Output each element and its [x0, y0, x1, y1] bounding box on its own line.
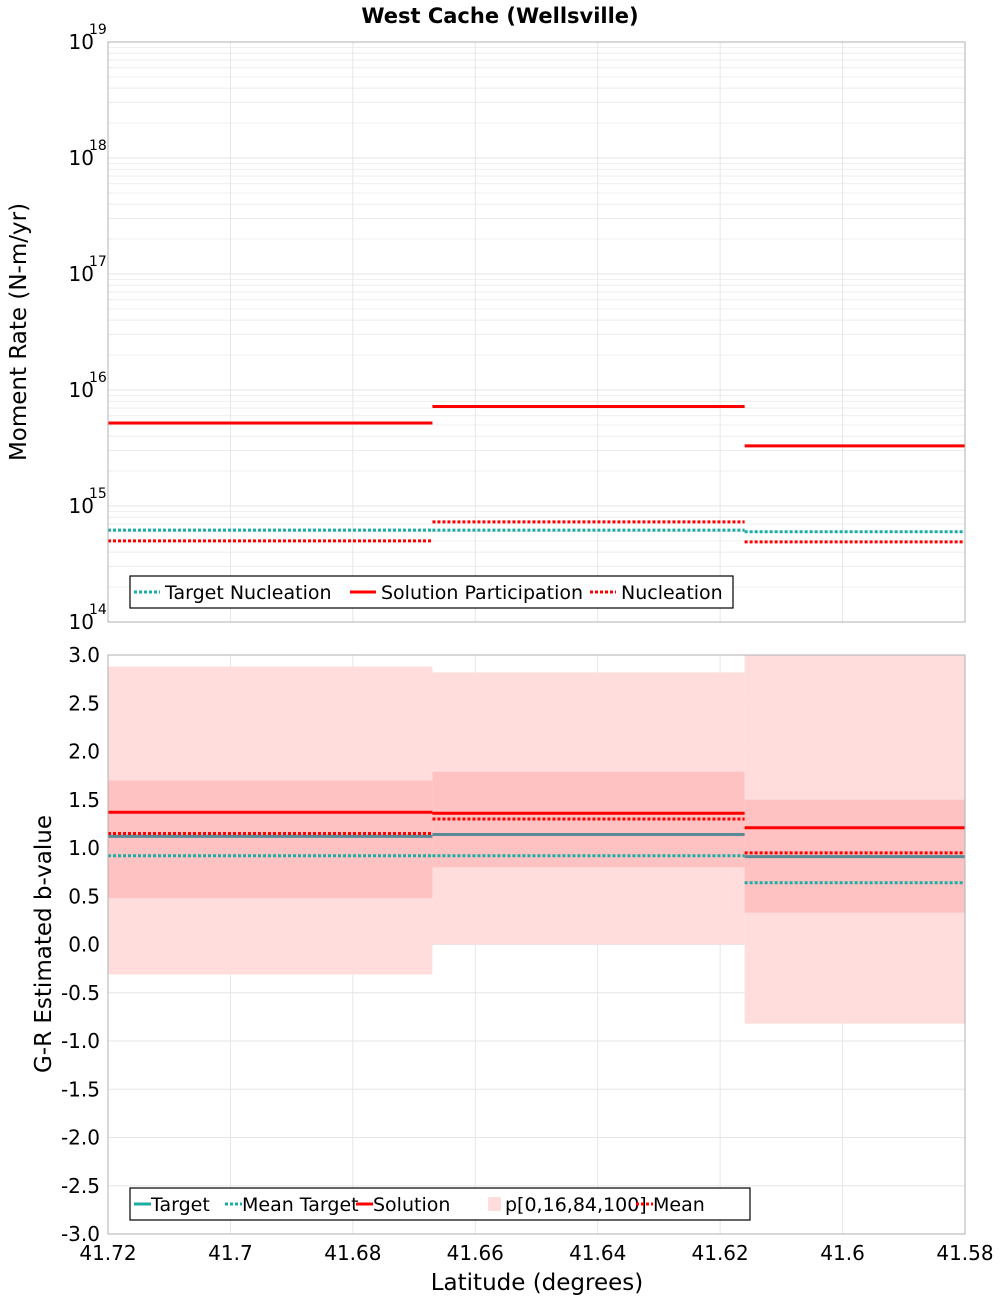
x-tick-label: 41.7	[208, 1241, 253, 1265]
b-value-y-tick-label: 1.0	[68, 836, 100, 860]
b-value-y-tick-label: 1.5	[68, 788, 100, 812]
b-value-series	[108, 810, 965, 830]
b-value-frame	[107, 654, 966, 1235]
x-tick-label: 41.64	[569, 1241, 626, 1265]
b-value-y-tick-label: -2.0	[61, 1126, 100, 1150]
b-value-legend-swatch	[488, 1197, 501, 1211]
moment-rate-y-tick-exponent: 19	[89, 22, 107, 38]
b-value-series	[108, 817, 965, 855]
b-value-legend-label: Solution	[373, 1194, 450, 1216]
moment-rate-y-tick-label: 10	[69, 378, 94, 402]
moment-rate-legend-box	[129, 575, 734, 609]
b-value-y-tick-label: 2.5	[68, 691, 100, 715]
b-value-y-tick-label: 0.0	[68, 933, 100, 957]
b-value-y-tick-label: -0.5	[61, 981, 100, 1005]
b-value-y-tick-label: -1.0	[61, 1029, 100, 1053]
moment-rate-y-tick-label: 10	[69, 262, 94, 286]
b-value-y-tick-label: -3.0	[61, 1222, 100, 1246]
x-tick-label: 41.62	[692, 1241, 749, 1265]
b-value-y-tick-label: 2.0	[68, 740, 100, 764]
b-value-y-tick-label: 0.5	[68, 884, 100, 908]
moment-rate-y-tick-exponent: 17	[89, 254, 107, 270]
chart-title: West Cache (Wellsville)	[361, 4, 638, 28]
moment-rate-y-tick-label: 10	[69, 146, 94, 170]
b-value-panel: -3.0 -2.5 -2.0 -1.5 -1.0 -0.5 0.0 0.5 1.0 1.5 2.0 2…	[61, 643, 994, 1265]
x-tick-label: 41.72	[79, 1241, 136, 1265]
b-value-y-tick-label: -1.5	[61, 1077, 100, 1101]
moment-rate-y-tick-exponent: 18	[89, 138, 107, 154]
b-value-y-tick-label: 3.0	[68, 643, 100, 667]
moment-rate-series	[108, 528, 965, 534]
moment-rate-legend-label: Solution Participation	[381, 582, 583, 604]
x-axis-label: Latitude (degrees)	[431, 1270, 644, 1296]
b-value-y-axis-label: G-R Estimated b-value	[31, 815, 57, 1073]
x-tick-label: 41.68	[324, 1241, 381, 1265]
b-value-legend: Target Mean Target Solution p[0,16,84,100] M…	[129, 1187, 751, 1221]
b-value-band-inner	[108, 780, 433, 899]
moment-rate-y-tick-label: 10	[69, 30, 94, 54]
b-value-series	[108, 832, 965, 859]
b-value-legend-label: Target	[150, 1194, 210, 1216]
x-tick-label: 41.6	[820, 1241, 865, 1265]
moment-rate-y-tick-exponent: 14	[89, 602, 107, 618]
moment-rate-legend: Target Nucleation Solution Participation N…	[129, 575, 734, 609]
moment-rate-plot-area	[108, 42, 965, 622]
b-value-legend-label: Mean	[653, 1194, 705, 1216]
x-tick-label: 41.58	[936, 1241, 993, 1265]
moment-rate-legend-label: Target Nucleation	[164, 582, 332, 604]
moment-rate-y-tick-exponent: 15	[89, 486, 107, 502]
x-tick-label: 41.66	[447, 1241, 504, 1265]
b-value-legend-label: Mean Target	[242, 1194, 359, 1216]
moment-rate-series	[108, 520, 965, 544]
moment-rate-y-tick-label: 10	[69, 610, 94, 634]
moment-rate-legend-label: Nucleation	[621, 582, 723, 604]
moment-rate-series	[108, 405, 965, 448]
b-value-legend-label: p[0,16,84,100]	[505, 1194, 647, 1216]
b-value-bands	[108, 655, 965, 1024]
moment-rate-y-tick-label: 10	[69, 494, 94, 518]
b-value-series	[108, 854, 965, 885]
moment-rate-frame	[107, 41, 966, 623]
b-value-y-tick-label: -2.5	[61, 1174, 100, 1198]
moment-rate-y-tick-exponent: 16	[89, 370, 107, 386]
moment-rate-y-axis-label: Moment Rate (N-m/yr)	[6, 203, 32, 461]
